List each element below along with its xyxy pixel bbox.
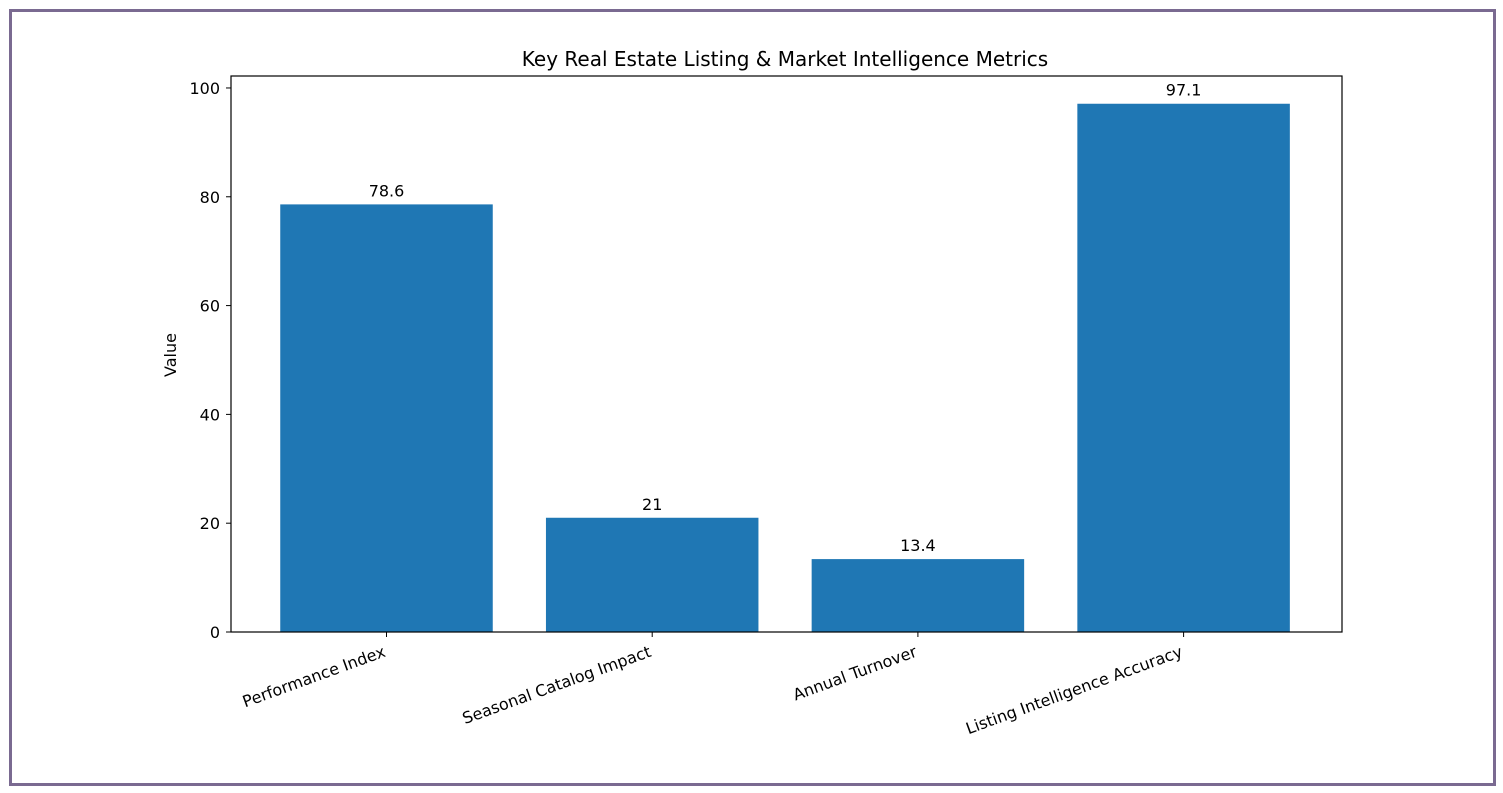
bar-2 bbox=[545, 517, 759, 632]
y-tick-label-4: 60 bbox=[200, 297, 220, 316]
bar-1 bbox=[280, 204, 493, 632]
x-tick-label-1: Performance Index bbox=[240, 642, 388, 711]
data-label-3: 13.4 bbox=[900, 536, 936, 555]
y-tick-label-3: 40 bbox=[200, 405, 220, 424]
bars-group: 78.6 21 13.4 97.1 bbox=[280, 81, 1290, 632]
y-tick-label-2: 20 bbox=[200, 514, 220, 533]
y-axis-label: Value bbox=[161, 333, 180, 377]
x-tick-label-3: Annual Turnover bbox=[790, 642, 919, 705]
bar-3 bbox=[811, 559, 1025, 632]
data-label-2: 21 bbox=[642, 495, 662, 514]
bar-4 bbox=[1077, 103, 1290, 632]
y-tick-label-6: 100 bbox=[189, 79, 220, 98]
x-axis-ticks: Performance Index Seasonal Catalog Impact… bbox=[240, 632, 1185, 738]
y-axis-ticks: 0 20 40 60 80 100 bbox=[189, 79, 231, 642]
y-tick-label-1: 0 bbox=[210, 623, 220, 642]
x-tick-label-4: Listing Intelligence Accuracy bbox=[963, 642, 1185, 738]
y-tick-label-5: 80 bbox=[200, 188, 220, 207]
plot-area-border bbox=[230, 75, 1343, 633]
chart-title: Key Real Estate Listing & Market Intelli… bbox=[522, 47, 1048, 71]
data-label-1: 78.6 bbox=[369, 181, 405, 200]
x-tick-label-2: Seasonal Catalog Impact bbox=[460, 642, 654, 728]
data-label-4: 97.1 bbox=[1166, 81, 1202, 100]
